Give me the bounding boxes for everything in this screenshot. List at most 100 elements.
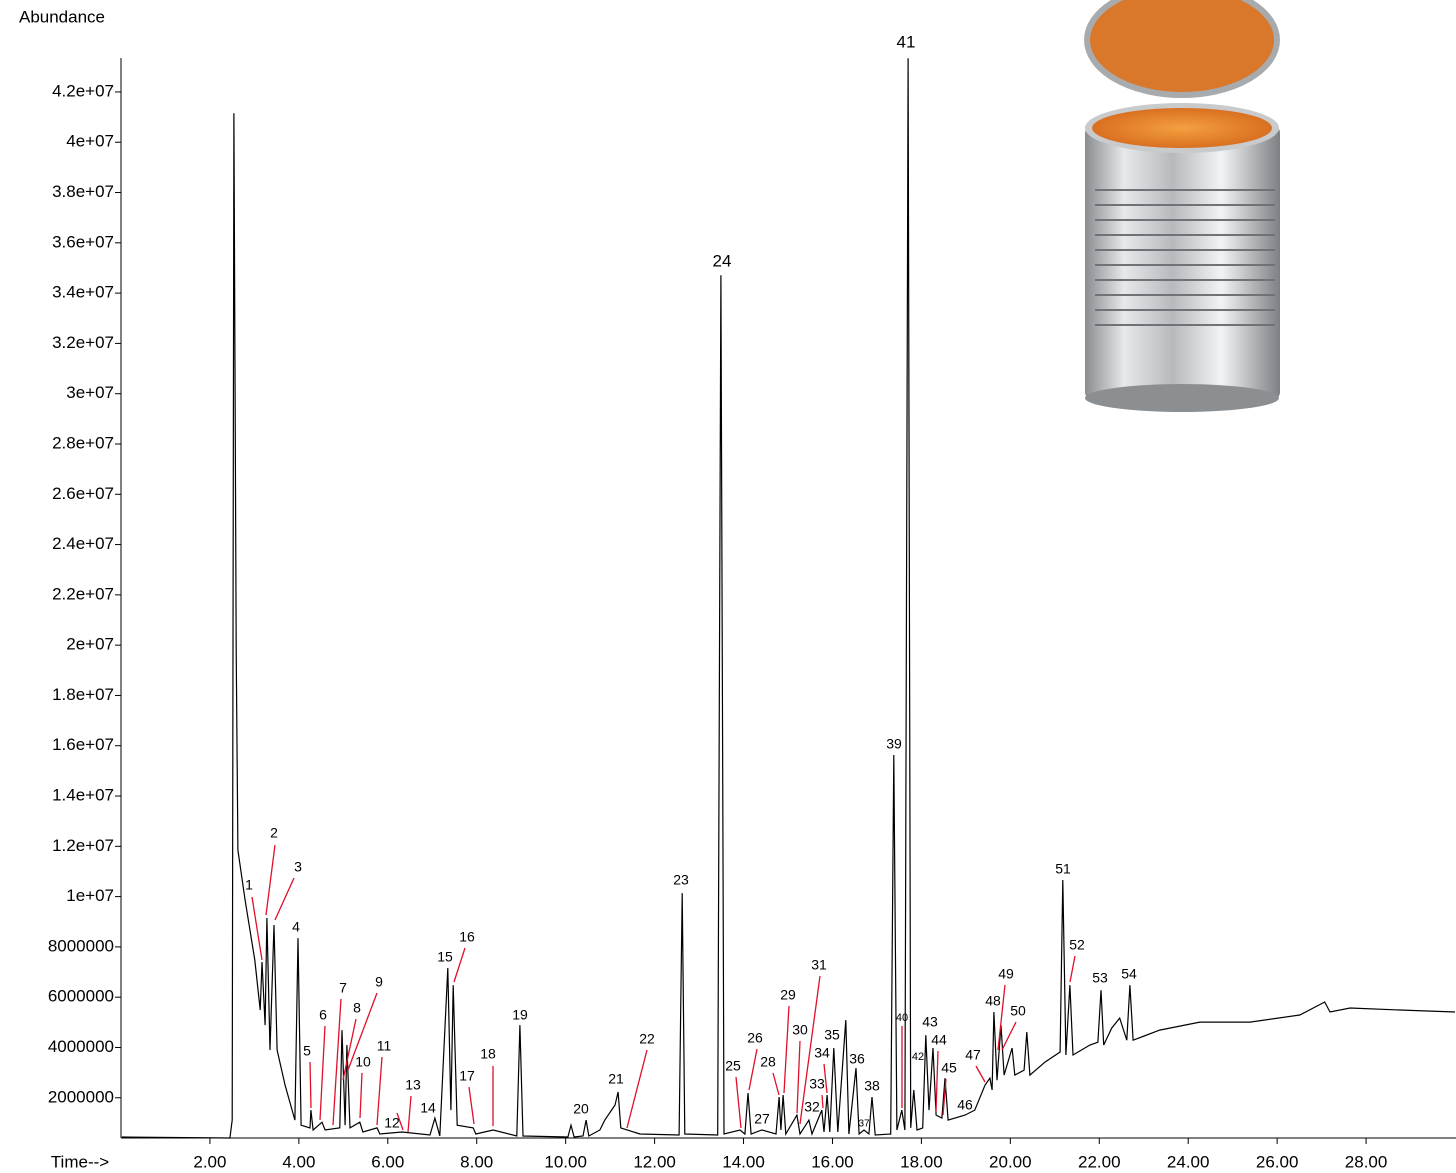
y-tick-label: 2e+07	[66, 635, 114, 654]
x-tick-label: 6.00	[371, 1152, 404, 1171]
y-tick-label: 4e+07	[66, 132, 114, 151]
peak-label: 16	[459, 929, 475, 945]
y-tick-label: 3e+07	[66, 383, 114, 402]
peak-leader	[251, 896, 263, 961]
peak-label: 53	[1092, 970, 1108, 986]
peak-label: 10	[355, 1054, 371, 1070]
peak-leader	[396, 1112, 404, 1131]
peak-leader	[997, 984, 1006, 1051]
peak-label: 41	[897, 32, 916, 51]
y-tick-label: 6000000	[48, 987, 114, 1006]
peak-label: 45	[941, 1060, 957, 1076]
y-tick-label: 2.4e+07	[52, 534, 114, 553]
peak-label: 48	[985, 993, 1001, 1009]
y-tick-label: 3.2e+07	[52, 333, 114, 352]
y-tick-label: 8000000	[48, 936, 114, 955]
peak-leader	[1069, 955, 1076, 983]
peak-label: 28	[760, 1054, 776, 1070]
y-tick-label: 3.6e+07	[52, 232, 114, 251]
peak-label: 36	[849, 1051, 865, 1067]
y-tick-label: 1.6e+07	[52, 735, 114, 754]
peak-label: 35	[824, 1027, 840, 1043]
peak-leader	[468, 1086, 475, 1125]
peak-label: 15	[437, 949, 453, 965]
peak-label: 26	[747, 1030, 763, 1046]
peak-leader	[309, 1061, 312, 1109]
y-axis-label: Abundance	[19, 7, 105, 26]
y-tick-label: 2.8e+07	[52, 433, 114, 452]
can-lid	[1084, 0, 1280, 98]
y-tick-label: 2.2e+07	[52, 584, 114, 603]
x-tick-label: 2.00	[193, 1152, 226, 1171]
peak-label: 49	[998, 966, 1014, 982]
x-tick-label: 22.00	[1078, 1152, 1121, 1171]
peak-label: 27	[754, 1111, 770, 1127]
peak-label: 22	[639, 1031, 655, 1047]
peak-leader	[821, 1094, 824, 1109]
peak-label: 14	[420, 1100, 436, 1116]
peak-label: 8	[353, 1000, 361, 1016]
peak-label: 31	[811, 957, 827, 973]
peak-label: 18	[480, 1046, 496, 1062]
y-tick-label: 1.2e+07	[52, 836, 114, 855]
y-tick-label: 1e+07	[66, 886, 114, 905]
peak-label: 30	[792, 1022, 808, 1038]
peak-leader	[796, 1040, 801, 1114]
can-contents	[1092, 108, 1272, 148]
peak-label: 39	[886, 736, 902, 752]
x-tick-label: 14.00	[722, 1152, 765, 1171]
peak-label: 46	[957, 1097, 973, 1113]
peak-leader	[453, 947, 466, 983]
peak-label: 32	[804, 1099, 820, 1115]
x-tick-label: 12.00	[633, 1152, 676, 1171]
peak-leader	[799, 975, 821, 1125]
can-image	[1084, 0, 1280, 412]
peak-leader	[823, 1063, 828, 1094]
x-tick-label: 18.00	[900, 1152, 943, 1171]
x-axis-label: Time-->	[51, 1152, 109, 1171]
can-body	[1085, 125, 1280, 400]
y-tick-label: 3.8e+07	[52, 182, 114, 201]
peak-leader	[783, 1005, 790, 1094]
peak-leader	[626, 1049, 648, 1129]
peak-label: 34	[814, 1045, 830, 1061]
peak-label: 17	[459, 1068, 475, 1084]
peak-label: 29	[780, 987, 796, 1003]
peak-leader	[935, 1050, 939, 1113]
peak-label: 6	[319, 1007, 327, 1023]
peak-label: 38	[864, 1078, 880, 1094]
peak-label: 52	[1069, 937, 1085, 953]
peak-label: 3	[294, 859, 302, 875]
peak-leader	[319, 1025, 326, 1121]
peak-label: 33	[809, 1076, 825, 1092]
chromatogram-trace	[121, 58, 1456, 1139]
peak-leader	[735, 1076, 742, 1129]
y-tick-label: 4000000	[48, 1037, 114, 1056]
x-tick-label: 16.00	[811, 1152, 854, 1171]
can-bottom	[1085, 384, 1279, 412]
peak-label: 54	[1121, 966, 1137, 982]
peak-leader	[376, 1056, 383, 1126]
peak-leader	[772, 1072, 780, 1096]
peak-leader	[332, 998, 342, 1126]
x-tick-label: 28.00	[1345, 1152, 1388, 1171]
peak-label: 9	[375, 974, 383, 990]
x-tick-label: 20.00	[989, 1152, 1032, 1171]
peak-leader	[942, 1078, 947, 1116]
peak-label: 5	[303, 1043, 311, 1059]
y-tick-label: 2.6e+07	[52, 484, 114, 503]
x-tick-label: 24.00	[1167, 1152, 1210, 1171]
peak-label: 42	[912, 1051, 924, 1063]
peak-label: 12	[384, 1115, 400, 1131]
y-tick-label: 1.4e+07	[52, 786, 114, 805]
can-ribs	[1095, 189, 1275, 326]
peak-label: 40	[896, 1012, 908, 1024]
peak-label: 51	[1055, 861, 1071, 877]
peak-label: 25	[725, 1058, 741, 1074]
x-tick-label: 10.00	[544, 1152, 587, 1171]
peak-label: 43	[922, 1014, 938, 1030]
peak-leader	[975, 1065, 986, 1083]
y-tick-label: 4.2e+07	[52, 81, 114, 100]
